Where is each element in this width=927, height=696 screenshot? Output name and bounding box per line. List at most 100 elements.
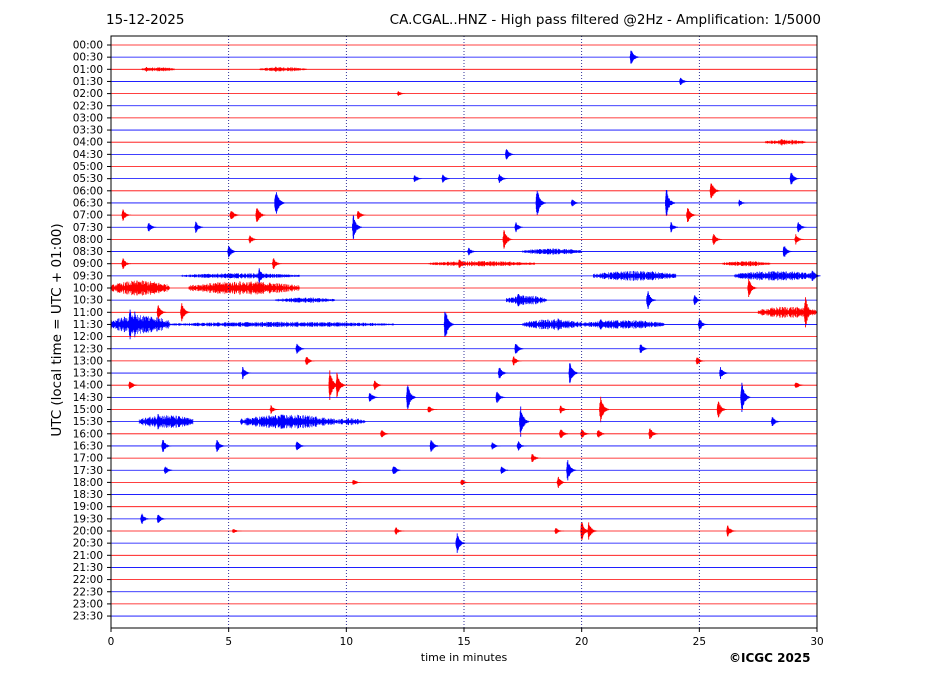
seismic-event [121,209,132,221]
seismic-event [281,414,292,429]
seismic-event [194,221,205,233]
x-tick-label: 5 [225,636,232,648]
seismic-event [782,246,793,257]
seismic-event [519,406,530,437]
y-tick-label: 18:30 [73,489,103,501]
noise-burst [169,321,394,328]
y-tick-label: 08:00 [73,234,103,246]
seismic-event [490,442,501,450]
y-tick-label: 14:00 [73,380,103,392]
chart-date: 15-12-2025 [106,12,185,28]
seismic-event [467,247,478,256]
seismic-event [274,192,285,214]
seismic-event [599,396,610,423]
seismic-event [156,414,167,430]
y-tick-label: 02:30 [73,100,103,112]
seismic-event [137,281,148,295]
seismic-event [269,405,280,414]
seismic-event [556,476,567,488]
seismic-event [457,259,468,268]
seismic-event [516,294,527,307]
seismic-event [530,454,541,462]
y-tick-label: 16:00 [73,428,103,440]
y-tick-label: 03:30 [73,125,103,137]
seismic-event [803,297,814,328]
trace-row-0400 [111,139,817,146]
seismic-event [646,291,657,309]
trace-row-1530 [111,406,817,437]
noise-burst [522,319,582,330]
seismic-event [121,258,132,269]
trace-rows [110,44,821,617]
seismic-event [566,460,577,481]
seismic-event [304,357,315,365]
seismic-event [648,428,659,439]
seismic-event [709,183,720,199]
seismic-event [596,430,607,438]
seismic-event [443,311,454,337]
seismic-event [180,303,191,322]
seismic-event [693,295,704,305]
seismic-event [156,514,167,523]
seismic-event [427,406,438,413]
y-tick-label: 21:30 [73,562,103,574]
noise-burst [334,418,366,426]
trace-row-0930 [111,268,821,284]
seismic-event [295,441,306,451]
y-tick-label: 13:00 [73,355,103,367]
y-tick-label: 18:00 [73,477,103,489]
seismic-event [257,282,268,294]
x-tick-label: 25 [693,636,706,648]
seismic-event [740,382,751,412]
plot-frame [110,35,818,629]
y-tick-label: 10:30 [73,295,103,307]
seismic-event [295,343,306,354]
seismic-event [232,529,242,533]
seismic-event [161,440,172,452]
seismic-event [712,234,723,245]
noise-burst [181,273,300,279]
seismic-event [502,230,513,249]
seismic-event [516,441,527,451]
noise-burst [734,271,818,281]
y-tick-label: 06:30 [73,197,103,209]
seismic-event [639,344,650,353]
trace-row-1630 [111,440,817,452]
seismic-event [726,525,737,537]
trace-row-0530 [111,172,817,185]
copyright-text: ©ICGC 2025 [729,651,811,665]
y-tick-label: 22:30 [73,586,103,598]
seismic-event [495,391,506,403]
y-tick-label: 19:30 [73,513,103,525]
seismic-event [356,211,367,219]
y-tick-label: 20:30 [73,538,103,550]
seismic-event [794,234,805,245]
seismic-event [514,344,525,354]
noise-burst [275,297,335,303]
seismic-event [133,311,144,338]
noise-burst [581,320,665,329]
y-tick-label: 09:30 [73,270,103,282]
seismic-event [554,528,565,534]
trace-row-1800 [111,476,817,488]
seismic-event [229,211,240,219]
y-tick-label: 08:30 [73,246,103,258]
x-ticks: 0 5 10 15 20 25 30 [108,628,824,648]
trace-row-0700 [111,208,817,222]
seismic-event [128,381,139,389]
seismic-event [380,430,391,438]
y-tick-label: 07:00 [73,210,103,222]
y-axis-label: UTC (local time = UTC + 01:00) [49,223,65,437]
y-tick-label: 02:00 [73,88,103,100]
y-tick-label: 15:00 [73,404,103,416]
seismic-event [373,380,384,390]
seismic-event [719,367,730,379]
trace-row-1730 [111,460,817,481]
seismic-event [441,174,452,183]
x-tick-label: 15 [457,636,470,648]
y-tick-label: 23:00 [73,598,103,610]
trace-row-0830 [111,245,817,258]
y-tick-label: 05:30 [73,173,103,185]
seismic-event [352,215,362,239]
